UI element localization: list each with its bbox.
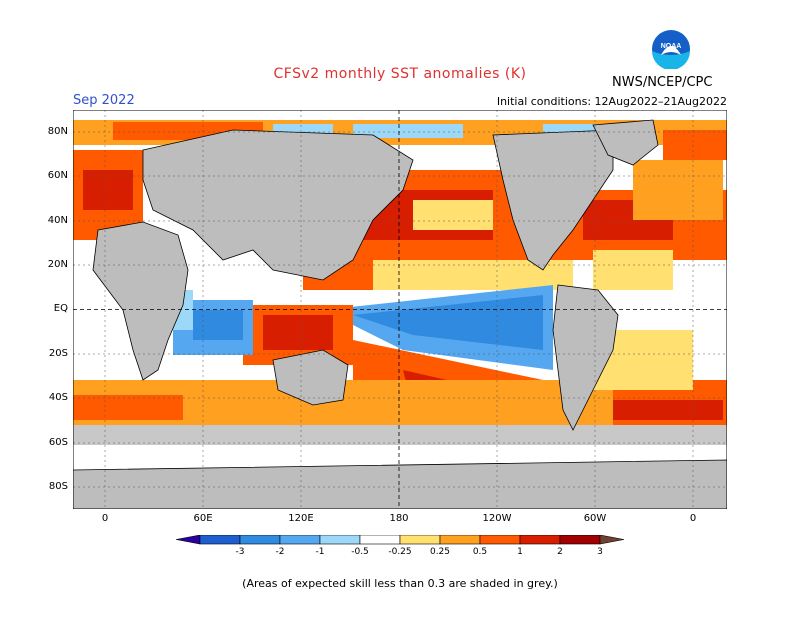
skill-note: (Areas of expected skill less than 0.3 a… [242, 577, 558, 590]
forecast-month: Sep 2022 [73, 93, 135, 108]
noaa-logo: NOAA [652, 30, 690, 69]
chart-title: CFSv2 monthly SST anomalies (K) [273, 66, 527, 82]
noaa-logo-text: NOAA [661, 43, 682, 50]
colorbar-segment [239, 535, 281, 545]
initial-conditions: Initial conditions: 12Aug2022–21Aug2022 [496, 95, 727, 108]
colorbar-segment [439, 535, 481, 545]
lat-label: EQ [53, 303, 68, 314]
colorbar-segment [199, 535, 241, 545]
colorbar-segment [399, 535, 441, 545]
land-masses [73, 119, 727, 509]
lat-label: 20S [48, 348, 68, 359]
colorbar-end-high [599, 535, 625, 545]
lon-label: 120E [288, 513, 314, 524]
colorbar-segment [279, 535, 321, 545]
lat-label: 80S [48, 481, 68, 492]
lon-label: 120W [482, 513, 512, 524]
lon-label: 0 [101, 513, 109, 524]
colorbar-segment [559, 535, 601, 545]
lat-label: 40N [47, 215, 68, 226]
colorbar-tick-label: 3 [597, 547, 603, 557]
lat-label: 80N [47, 126, 68, 137]
lon-label: 180 [389, 513, 409, 524]
equator-dateline [73, 110, 727, 509]
color-legend: -3 -2 -1 -0.5 -0.25 0.25 0.5 1 2 3 [175, 535, 625, 557]
gridlines [73, 110, 727, 509]
colorbar-tick-label: 1 [517, 547, 523, 557]
colorbar-segment [359, 535, 401, 545]
colorbar-tick-label: 0.5 [473, 547, 487, 557]
lat-label: 60S [48, 437, 68, 448]
agency-label: NWS/NCEP/CPC [612, 75, 713, 90]
colorbar-tick-label: 2 [557, 547, 563, 557]
sst-anomaly-map [73, 110, 727, 509]
lat-label: 20N [47, 259, 68, 270]
colorbar-tick-label: -3 [236, 547, 245, 557]
lon-label: 60E [193, 513, 213, 524]
lat-label: 40S [48, 392, 68, 403]
colorbar-segment [519, 535, 561, 545]
lat-label: 60N [47, 170, 68, 181]
lon-label: 0 [689, 513, 697, 524]
colorbar-tick-label: -0.25 [388, 547, 411, 557]
colorbar-segment [479, 535, 521, 545]
colorbar-tick-label: -2 [276, 547, 285, 557]
colorbar-tick-label: 0.25 [430, 547, 450, 557]
colorbar-end-low [175, 535, 201, 545]
colorbar-tick-label: -0.5 [351, 547, 369, 557]
lon-label: 60W [583, 513, 607, 524]
colorbar-segment [319, 535, 361, 545]
colorbar-tick-label: -1 [316, 547, 325, 557]
